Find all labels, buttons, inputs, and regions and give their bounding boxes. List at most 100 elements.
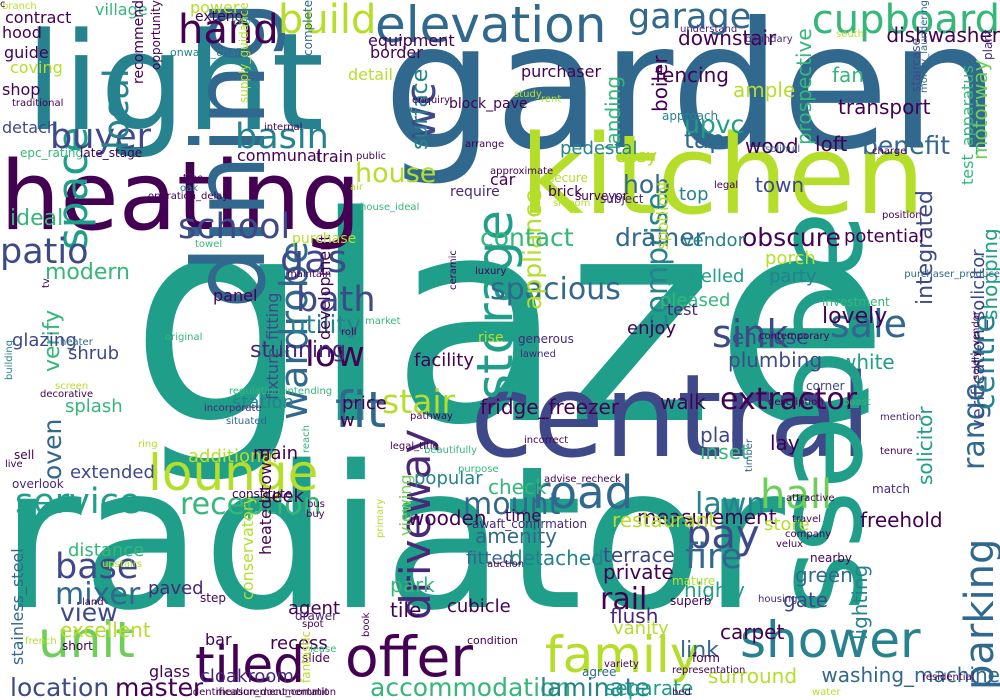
word-base: base xyxy=(55,547,139,587)
word-housing: housing xyxy=(758,594,798,605)
word-equipment: equipment xyxy=(368,31,455,50)
word-stunning: stunning xyxy=(250,338,346,363)
word-reception: reception xyxy=(180,487,322,522)
word-water: water xyxy=(812,687,841,698)
word-sink: sink xyxy=(712,312,789,356)
word-hall: hall xyxy=(760,472,833,518)
word-paved: paved xyxy=(148,578,204,599)
word-time: time xyxy=(505,506,542,525)
word-understand: understand xyxy=(680,24,738,35)
word-terrace: terrace xyxy=(603,543,675,567)
word-mount: mount xyxy=(463,487,561,522)
word-tenure: tenure xyxy=(880,446,913,457)
word-incorporate: incorporate xyxy=(204,403,262,414)
word-residential: residential xyxy=(922,672,975,683)
word-building: building xyxy=(4,339,15,380)
word-enquiry: enquiry xyxy=(412,95,450,106)
word-service: service xyxy=(15,482,141,522)
word-money-laundering: money_laundering xyxy=(919,0,930,93)
word-lighting: lighting xyxy=(848,564,872,640)
word-condition: condition xyxy=(467,634,518,647)
word-potential: potential xyxy=(844,226,925,247)
word-fan: fan xyxy=(832,63,864,87)
word-late-stage: late_stage xyxy=(80,146,143,160)
word-contemporary: contemporary xyxy=(759,331,830,342)
word-laminate: laminate xyxy=(540,673,650,700)
word-coving: coving xyxy=(10,58,63,77)
word-school: school xyxy=(178,207,291,247)
word-air: air xyxy=(350,182,364,193)
word-plan: plan xyxy=(700,423,744,447)
word-ideal: ideal xyxy=(10,206,64,231)
word-study: study xyxy=(514,89,542,100)
word-purpose: purpose xyxy=(458,464,499,475)
word-pleased: pleased xyxy=(660,290,731,311)
word-hand: hand xyxy=(178,7,279,53)
word-extractor: extractor xyxy=(720,382,858,417)
word-oak: oak xyxy=(180,183,199,194)
word-link: link xyxy=(680,638,719,663)
word-cloakroom: cloakroom xyxy=(200,666,294,687)
word-detached: detached xyxy=(510,546,604,570)
word-maintain: maintain xyxy=(287,269,332,280)
word-seek: seek xyxy=(262,486,304,507)
word-situated: situated xyxy=(226,416,267,427)
word-secure: secure xyxy=(548,171,588,185)
word-hob: hob xyxy=(623,170,671,199)
word-separate: separate xyxy=(605,676,694,700)
word-highly: highly xyxy=(684,578,745,602)
word-transport: transport xyxy=(838,95,931,119)
word-pedestal: pedestal xyxy=(560,138,638,159)
word-house-ideal: house_ideal xyxy=(360,202,420,213)
word-glass: glass xyxy=(149,662,191,681)
word-road: road xyxy=(532,466,634,519)
word-facility: facility xyxy=(414,350,474,371)
word-purchaser: purchaser xyxy=(521,62,602,81)
word-ring: ring xyxy=(138,439,158,450)
word-velux: velux xyxy=(776,539,804,550)
word-car: car xyxy=(490,170,516,189)
word-freehold: freehold xyxy=(860,508,943,532)
word-gate: gate xyxy=(783,588,829,612)
word-radiator: radiator xyxy=(0,423,785,654)
word-inset: inset xyxy=(700,440,749,464)
word-modern: modern xyxy=(45,260,130,285)
word-benefit: benefit xyxy=(862,131,951,160)
word-distance: distance xyxy=(68,540,145,561)
word-light: light xyxy=(25,4,325,161)
word-top: top xyxy=(679,184,709,205)
word-stair: stair xyxy=(382,382,456,421)
word-heating: heating xyxy=(0,142,362,252)
word-purchaser-produce: purchaser_produce xyxy=(904,269,1000,280)
word-shower: shower xyxy=(740,611,921,669)
word-lounge: lounge xyxy=(148,444,319,502)
word-development: development xyxy=(315,234,334,340)
word-arrange: arrange xyxy=(465,139,505,150)
word-original: original xyxy=(165,332,203,343)
word-white: white xyxy=(840,350,895,374)
word-utility: utility xyxy=(290,310,362,339)
word-nearby: nearby xyxy=(810,551,852,565)
word-ample: ample xyxy=(733,78,796,102)
word-bar: bar xyxy=(205,630,232,649)
word-offer: offer xyxy=(345,625,473,689)
word-plant: plant xyxy=(981,29,995,60)
word-conservatory: conservatory xyxy=(238,495,257,600)
word-corner: corner xyxy=(806,379,845,393)
word-park: park xyxy=(390,573,435,597)
word-tree: tree xyxy=(183,173,204,184)
word-position: position xyxy=(882,210,922,221)
word-slide: slide xyxy=(302,651,330,665)
word-basin: basin xyxy=(235,117,329,157)
word-opportunity: opportunity xyxy=(149,0,163,70)
word-patio: patio xyxy=(0,232,89,272)
word-tile: tile xyxy=(390,598,422,622)
word-auction: auction xyxy=(487,559,525,570)
word-view: view xyxy=(60,598,118,627)
word-village: village xyxy=(95,0,148,19)
word-recess: recess xyxy=(270,633,328,654)
word-porch: porch xyxy=(765,248,816,269)
word-vanity: vanity xyxy=(613,618,669,639)
word-panelled: panelled xyxy=(667,266,745,287)
word-location: location xyxy=(10,673,110,700)
